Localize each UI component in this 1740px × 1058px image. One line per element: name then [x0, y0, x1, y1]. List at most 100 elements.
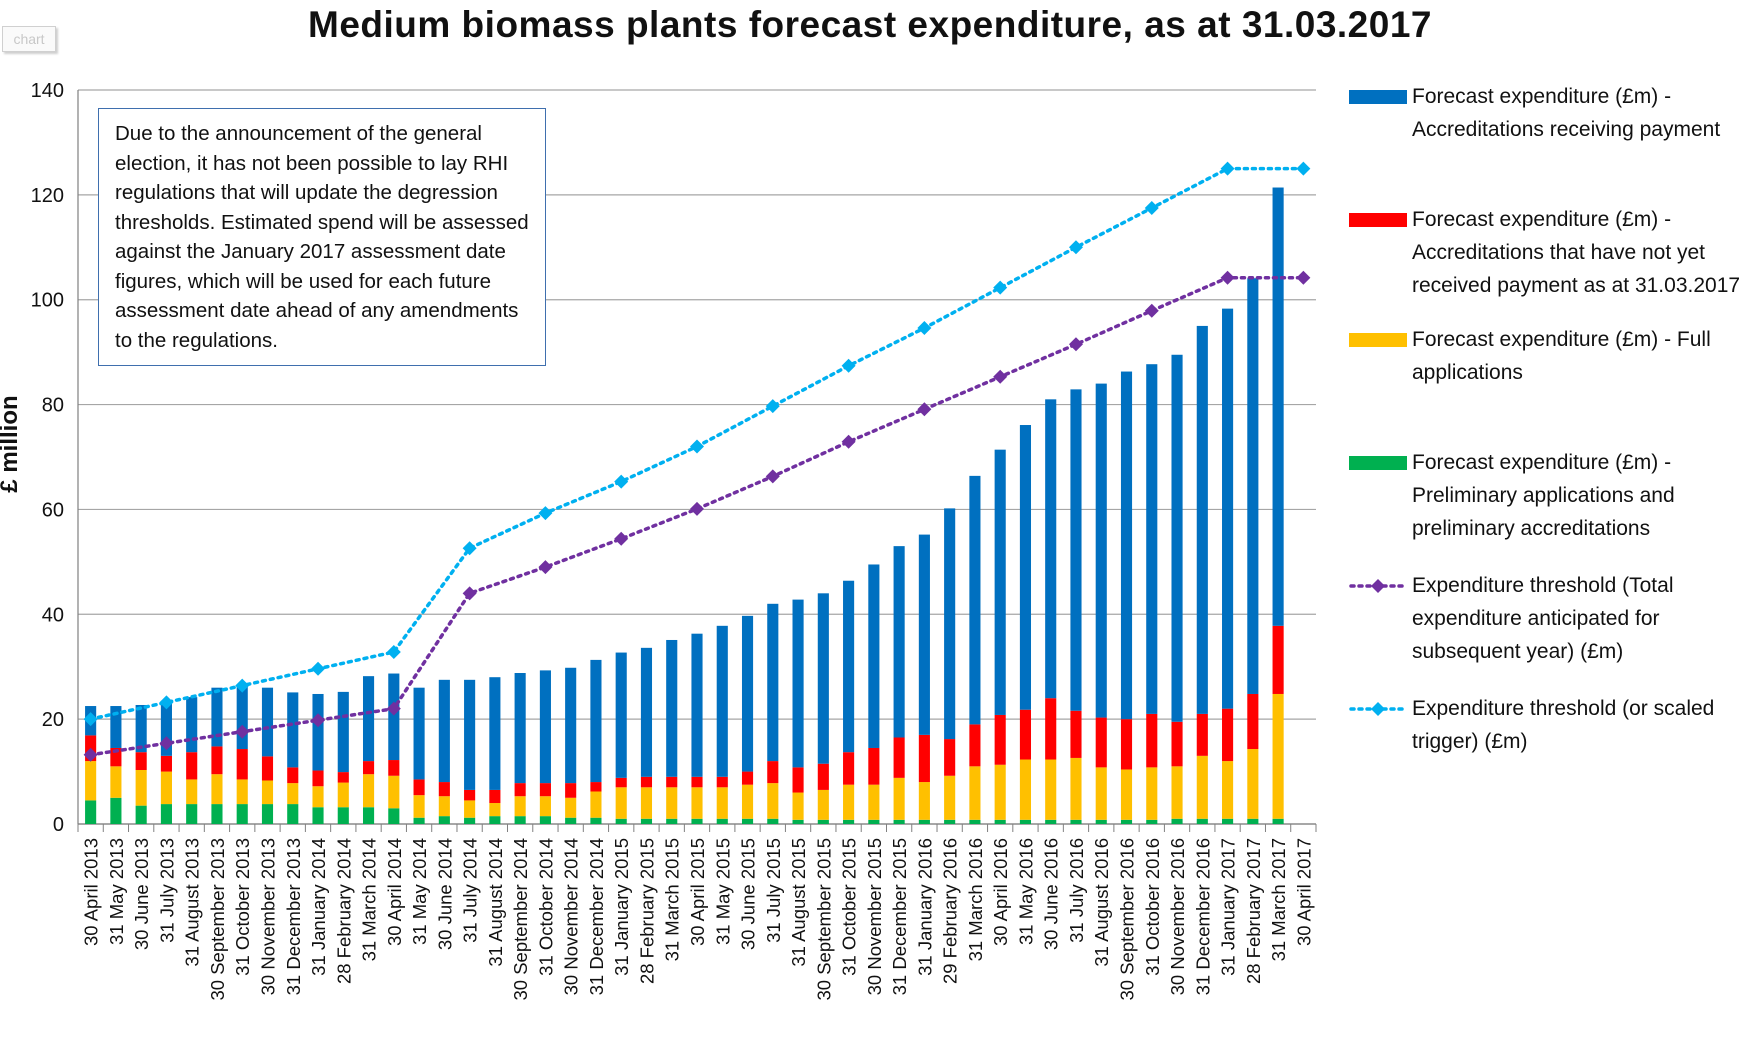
bar-receiving [843, 580, 855, 753]
bar-not_yet [1045, 698, 1057, 760]
marker-threshold_total [1144, 303, 1159, 318]
bar-not_yet [438, 782, 450, 797]
legend-label: Forecast expenditure (£m) - Full applica… [1412, 328, 1711, 384]
x-tick-label: 30 November 2015 [864, 838, 885, 995]
x-tick-label: 31 December 2013 [283, 838, 304, 995]
marker-threshold_trigger [1144, 200, 1159, 215]
x-tick-label: 31 December 2015 [889, 838, 910, 995]
bar-not_yet [1070, 710, 1082, 758]
x-tick-label: 31 March 2017 [1268, 838, 1289, 961]
bar-not_yet [716, 776, 728, 788]
bar-full [1272, 693, 1284, 819]
x-tick-label: 31 October 2015 [839, 838, 860, 976]
x-tick-label: 31 January 2017 [1218, 838, 1239, 976]
bar-full [792, 792, 804, 820]
bar-receiving [1222, 308, 1234, 709]
bar-receiving [337, 691, 349, 773]
bar-not_yet [615, 777, 627, 788]
bar-preliminary [160, 804, 172, 824]
bar-preliminary [868, 819, 880, 824]
marker-threshold_trigger [311, 661, 326, 676]
bar-preliminary [413, 817, 425, 824]
x-tick-label: 31 March 2014 [359, 838, 380, 961]
bar-not_yet [1272, 625, 1284, 694]
marker-threshold_total [538, 560, 553, 575]
y-tick-label: 140 [31, 80, 64, 102]
bar-preliminary [969, 819, 981, 824]
bar-receiving [1196, 325, 1208, 714]
x-tick-label: 31 October 2016 [1142, 838, 1163, 976]
bar-not_yet [918, 734, 930, 783]
bar-full [868, 784, 880, 820]
bar-full [893, 777, 905, 820]
bar-preliminary [565, 817, 577, 824]
bar-preliminary [918, 819, 930, 824]
x-tick-label: 31 July 2014 [460, 838, 481, 943]
marker-threshold_total [614, 531, 629, 546]
marker-threshold_trigger [538, 506, 553, 521]
bar-receiving [110, 706, 122, 748]
legend-key [1349, 333, 1407, 347]
bar-not_yet [893, 737, 905, 778]
x-tick-label: 30 April 2016 [990, 838, 1011, 946]
legend-label: Forecast expenditure (£m) - Preliminary … [1412, 451, 1675, 540]
bar-full [640, 787, 653, 819]
bar-preliminary [236, 804, 248, 824]
bar-receiving [211, 687, 223, 747]
legend-key [1349, 213, 1407, 227]
bar-receiving [514, 673, 526, 784]
bar-receiving [287, 692, 299, 768]
marker-threshold_trigger [83, 712, 98, 727]
bar-not_yet [135, 752, 147, 770]
x-tick-label: 31 August 2014 [485, 838, 506, 967]
bar-receiving [716, 625, 728, 777]
bar-preliminary [337, 807, 349, 824]
y-tick-label: 20 [42, 709, 64, 731]
marker-threshold_trigger [841, 358, 856, 373]
bar-preliminary [438, 816, 450, 824]
bar-preliminary [1196, 818, 1208, 824]
bar-preliminary [1272, 818, 1284, 824]
bar-receiving [539, 670, 551, 784]
bar-preliminary [944, 819, 956, 824]
bar-preliminary [1019, 819, 1032, 824]
bar-not_yet [994, 714, 1006, 765]
bar-not_yet [565, 783, 577, 798]
x-tick-label: 31 August 2016 [1091, 838, 1112, 967]
y-tick-label: 80 [42, 395, 64, 417]
x-tick-label: 31 July 2015 [763, 838, 784, 943]
bar-not_yet [110, 747, 122, 767]
bar-full [1120, 769, 1133, 820]
marker-threshold_total [386, 701, 401, 716]
bar-full [1247, 749, 1259, 819]
bar-receiving [994, 449, 1006, 715]
bar-preliminary [767, 818, 779, 824]
bar-preliminary [691, 818, 703, 824]
x-tick-label: 31 July 2016 [1066, 838, 1087, 943]
bar-preliminary [666, 818, 678, 824]
bar-receiving [1045, 399, 1057, 699]
bar-receiving [615, 652, 627, 778]
bar-not_yet [1171, 721, 1183, 767]
bar-not_yet [969, 724, 981, 767]
bar-not_yet [843, 752, 855, 785]
bar-full [767, 783, 779, 819]
bar-receiving [792, 599, 804, 768]
bar-preliminary [893, 819, 905, 824]
bar-receiving [388, 673, 400, 761]
x-tick-label: 30 June 2015 [738, 838, 759, 950]
bar-not_yet [160, 755, 172, 772]
bar-not_yet [1247, 693, 1259, 750]
bar-not_yet [792, 767, 804, 793]
bar-not_yet [186, 752, 198, 780]
bar-receiving [817, 593, 829, 764]
bar-preliminary [85, 800, 97, 824]
marker-threshold_total [311, 713, 326, 728]
bar-full [1171, 766, 1183, 819]
bar-preliminary [716, 818, 728, 824]
bar-not_yet [1019, 709, 1032, 760]
marker-threshold_trigger [386, 645, 401, 660]
bar-receiving [1120, 371, 1133, 720]
chart-chip: chart [2, 26, 56, 52]
